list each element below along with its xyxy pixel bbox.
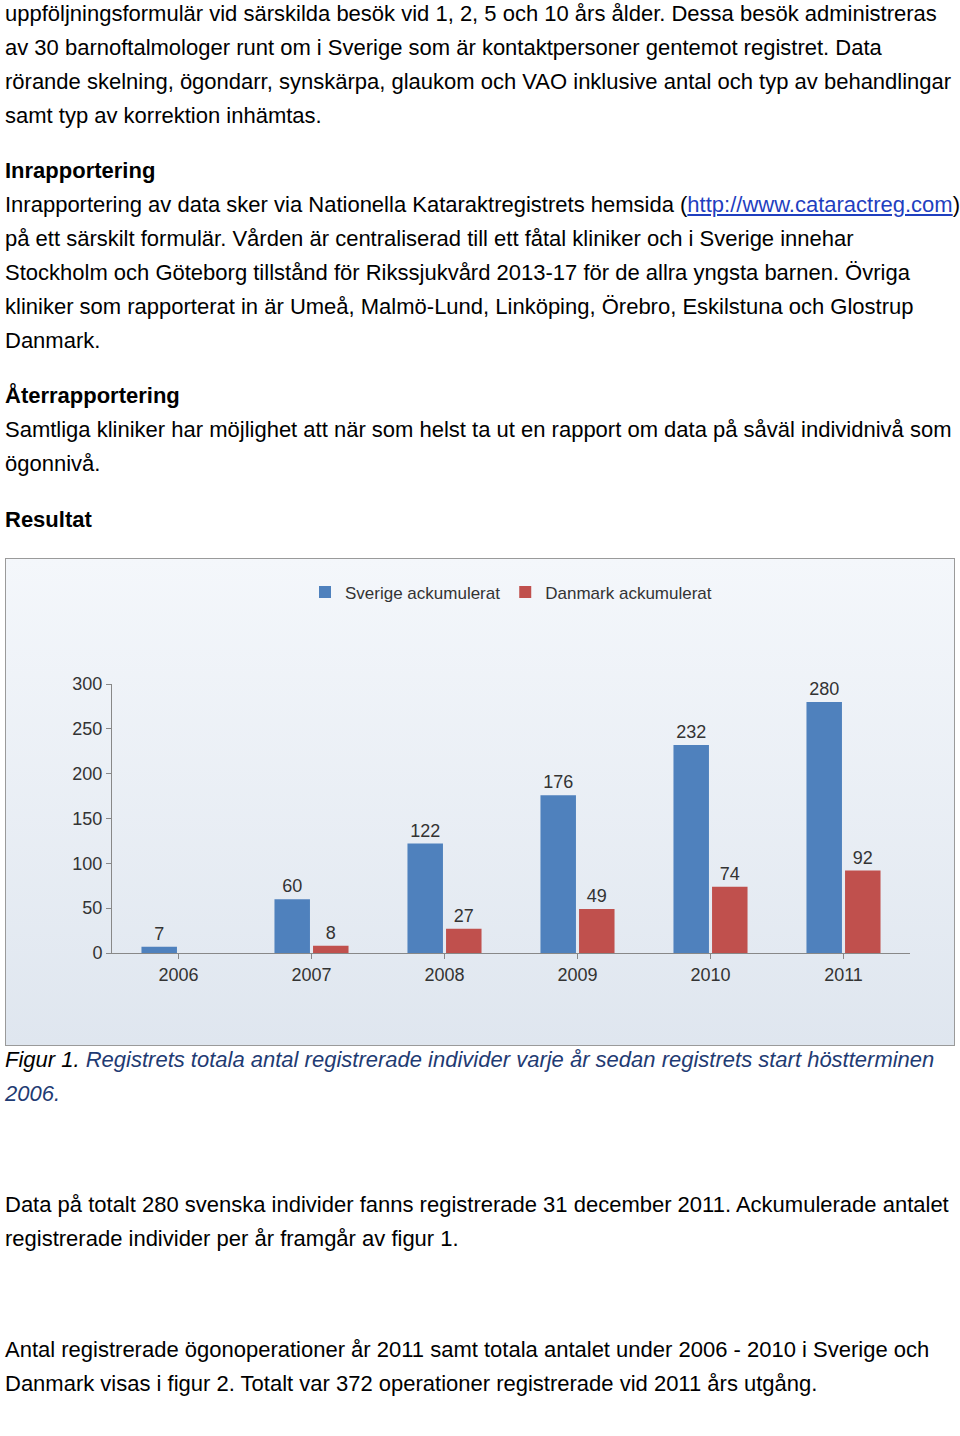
html-text:Antal registrerade ögonoperati: Antal registrerade ögonoperationer år 20… [5, 1337, 930, 1396]
svg-text:122: 122 [410, 821, 440, 841]
html-text:Data på totalt 280 svenska ind: Data på totalt 280 svenska individer fan… [5, 1192, 949, 1251]
svg-text:280: 280 [809, 679, 839, 699]
svg-text:7: 7 [154, 924, 164, 944]
html-text:Återrapportering: Återrapportering [5, 383, 180, 408]
svg-text:92: 92 [853, 848, 873, 868]
svg-text:2007: 2007 [291, 965, 331, 985]
html-text:Samtliga kliniker har möjlighe: Samtliga kliniker har möjlighet att när … [5, 417, 952, 476]
html-text:uppföljningsformulär vid särsk: uppföljningsformulär vid särskilda besök… [5, 1, 952, 128]
svg-text:27: 27 [454, 906, 474, 926]
svg-text:2011: 2011 [824, 965, 863, 985]
svg-text:300: 300 [72, 674, 102, 694]
svg-text:Danmark ackumulerat: Danmark ackumulerat [545, 584, 712, 603]
svg-text:2008: 2008 [424, 965, 464, 985]
svg-text:50: 50 [82, 898, 102, 918]
html-text:Inrapportering: Inrapportering [5, 158, 156, 183]
svg-text:0: 0 [92, 943, 102, 963]
html-text:Figur 1. Registrets totala ant: Figur 1. Registrets totala antal registr… [5, 1047, 935, 1106]
svg-text:2010: 2010 [690, 965, 730, 985]
svg-text:60: 60 [282, 876, 302, 896]
svg-text:200: 200 [72, 764, 102, 784]
svg-text:49: 49 [587, 886, 607, 906]
svg-text:100: 100 [72, 854, 102, 874]
svg-text:74: 74 [720, 864, 740, 884]
svg-text:8: 8 [326, 923, 336, 943]
svg-text:176: 176 [543, 772, 573, 792]
svg-text:2006: 2006 [158, 965, 198, 985]
html-text:Inrapportering av data sker vi: Inrapportering av data sker via Nationel… [5, 192, 960, 353]
svg-text:150: 150 [72, 809, 102, 829]
svg-text:232: 232 [676, 722, 706, 742]
svg-text:Sverige ackumulerat: Sverige ackumulerat [345, 584, 500, 603]
html-text:Resultat: Resultat [5, 507, 92, 532]
svg-text:250: 250 [72, 719, 102, 739]
svg-text:2009: 2009 [557, 965, 597, 985]
